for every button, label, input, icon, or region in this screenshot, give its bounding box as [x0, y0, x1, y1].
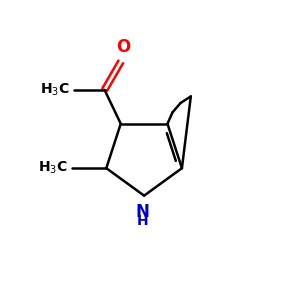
Text: N: N [136, 203, 150, 221]
Text: H$_3$C: H$_3$C [38, 160, 68, 176]
Text: O: O [116, 38, 130, 56]
Text: H: H [137, 214, 148, 228]
Text: H$_3$C: H$_3$C [40, 82, 69, 98]
